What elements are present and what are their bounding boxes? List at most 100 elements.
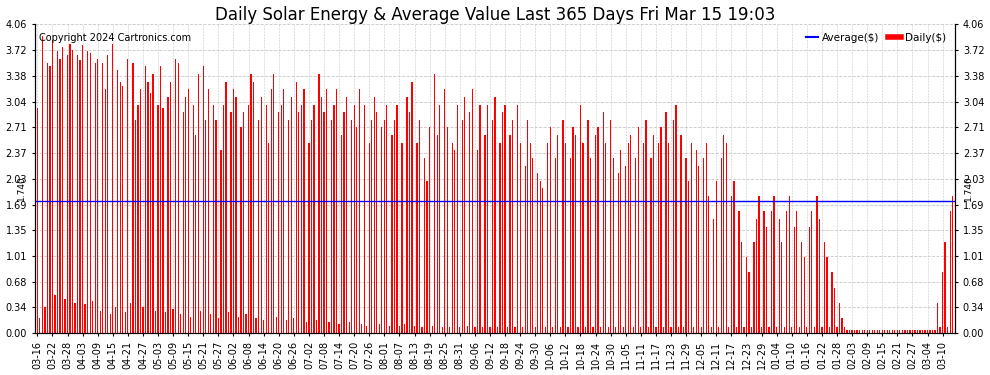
Bar (399, 326, 400, 333)
Bar (575, 135, 576, 333)
Bar (750, 327, 752, 333)
Bar (172, 309, 174, 333)
Bar (130, 303, 131, 333)
Bar (437, 135, 438, 333)
Bar (753, 242, 754, 333)
Bar (783, 327, 785, 333)
Bar (404, 324, 405, 333)
Bar (811, 211, 813, 333)
Bar (391, 135, 392, 333)
Bar (170, 82, 171, 333)
Bar (87, 51, 88, 333)
Bar (472, 89, 473, 333)
Bar (530, 143, 531, 333)
Bar (864, 330, 865, 333)
Bar (721, 158, 722, 333)
Bar (643, 143, 644, 333)
Bar (373, 97, 375, 333)
Bar (902, 330, 903, 333)
Bar (346, 97, 347, 333)
Bar (258, 120, 259, 333)
Bar (195, 135, 196, 333)
Bar (801, 242, 803, 333)
Bar (620, 150, 622, 333)
Bar (925, 330, 926, 333)
Bar (138, 105, 139, 333)
Bar (97, 59, 98, 333)
Bar (832, 272, 833, 333)
Bar (899, 330, 901, 333)
Bar (711, 327, 712, 333)
Bar (726, 143, 727, 333)
Bar (829, 327, 830, 333)
Bar (469, 112, 470, 333)
Bar (344, 112, 345, 333)
Bar (190, 316, 191, 333)
Bar (248, 105, 249, 333)
Bar (270, 89, 272, 333)
Bar (603, 112, 604, 333)
Bar (434, 74, 436, 333)
Bar (427, 181, 428, 333)
Bar (42, 36, 43, 333)
Bar (834, 288, 836, 333)
Bar (806, 327, 808, 333)
Bar (459, 327, 460, 333)
Bar (157, 105, 158, 333)
Bar (59, 59, 60, 333)
Bar (688, 181, 689, 333)
Bar (771, 211, 772, 333)
Bar (273, 74, 274, 333)
Bar (56, 51, 58, 333)
Bar (477, 150, 478, 333)
Bar (456, 105, 458, 333)
Bar (535, 327, 536, 333)
Bar (396, 105, 398, 333)
Bar (220, 150, 222, 333)
Bar (152, 74, 153, 333)
Bar (663, 327, 664, 333)
Bar (84, 304, 86, 333)
Bar (577, 327, 578, 333)
Bar (819, 219, 820, 333)
Bar (446, 128, 447, 333)
Bar (703, 158, 704, 333)
Bar (368, 143, 370, 333)
Bar (424, 158, 426, 333)
Bar (522, 327, 524, 333)
Bar (120, 82, 121, 333)
Bar (628, 143, 629, 333)
Bar (82, 45, 83, 333)
Bar (559, 327, 561, 333)
Bar (879, 330, 880, 333)
Bar (625, 166, 627, 333)
Bar (265, 105, 266, 333)
Bar (776, 327, 777, 333)
Bar (429, 128, 431, 333)
Bar (657, 143, 659, 333)
Bar (713, 219, 715, 333)
Bar (454, 150, 455, 333)
Bar (213, 105, 214, 333)
Bar (268, 143, 269, 333)
Bar (313, 105, 315, 333)
Bar (381, 128, 382, 333)
Bar (379, 324, 380, 333)
Bar (600, 327, 601, 333)
Bar (549, 128, 551, 333)
Bar (814, 327, 815, 333)
Bar (665, 112, 666, 333)
Bar (484, 135, 485, 333)
Bar (932, 330, 934, 333)
Bar (198, 74, 199, 333)
Bar (515, 327, 516, 333)
Bar (412, 82, 413, 333)
Bar (358, 89, 359, 333)
Bar (366, 326, 367, 333)
Bar (112, 44, 114, 333)
Text: 1.740: 1.740 (17, 175, 26, 201)
Bar (652, 135, 654, 333)
Bar (162, 108, 163, 333)
Bar (894, 330, 896, 333)
Bar (889, 330, 890, 333)
